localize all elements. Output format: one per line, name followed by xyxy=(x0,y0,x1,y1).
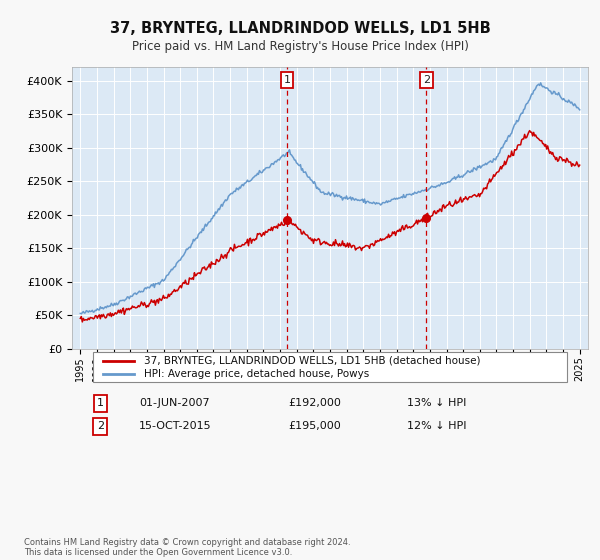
Text: 13% ↓ HPI: 13% ↓ HPI xyxy=(407,398,467,408)
Text: 15-OCT-2015: 15-OCT-2015 xyxy=(139,421,212,431)
Text: Price paid vs. HM Land Registry's House Price Index (HPI): Price paid vs. HM Land Registry's House … xyxy=(131,40,469,53)
Text: £192,000: £192,000 xyxy=(289,398,341,408)
Text: 1: 1 xyxy=(284,75,290,85)
Text: 2: 2 xyxy=(97,421,104,431)
Text: 37, BRYNTEG, LLANDRINDOD WELLS, LD1 5HB (detached house): 37, BRYNTEG, LLANDRINDOD WELLS, LD1 5HB … xyxy=(144,356,481,366)
Text: HPI: Average price, detached house, Powys: HPI: Average price, detached house, Powy… xyxy=(144,369,370,379)
Text: 2: 2 xyxy=(423,75,430,85)
Text: Contains HM Land Registry data © Crown copyright and database right 2024.
This d: Contains HM Land Registry data © Crown c… xyxy=(24,538,350,557)
Text: 1: 1 xyxy=(97,398,104,408)
Text: 01-JUN-2007: 01-JUN-2007 xyxy=(139,398,210,408)
FancyBboxPatch shape xyxy=(92,352,568,382)
Text: £195,000: £195,000 xyxy=(289,421,341,431)
Text: 12% ↓ HPI: 12% ↓ HPI xyxy=(407,421,467,431)
Text: 37, BRYNTEG, LLANDRINDOD WELLS, LD1 5HB: 37, BRYNTEG, LLANDRINDOD WELLS, LD1 5HB xyxy=(110,21,490,36)
